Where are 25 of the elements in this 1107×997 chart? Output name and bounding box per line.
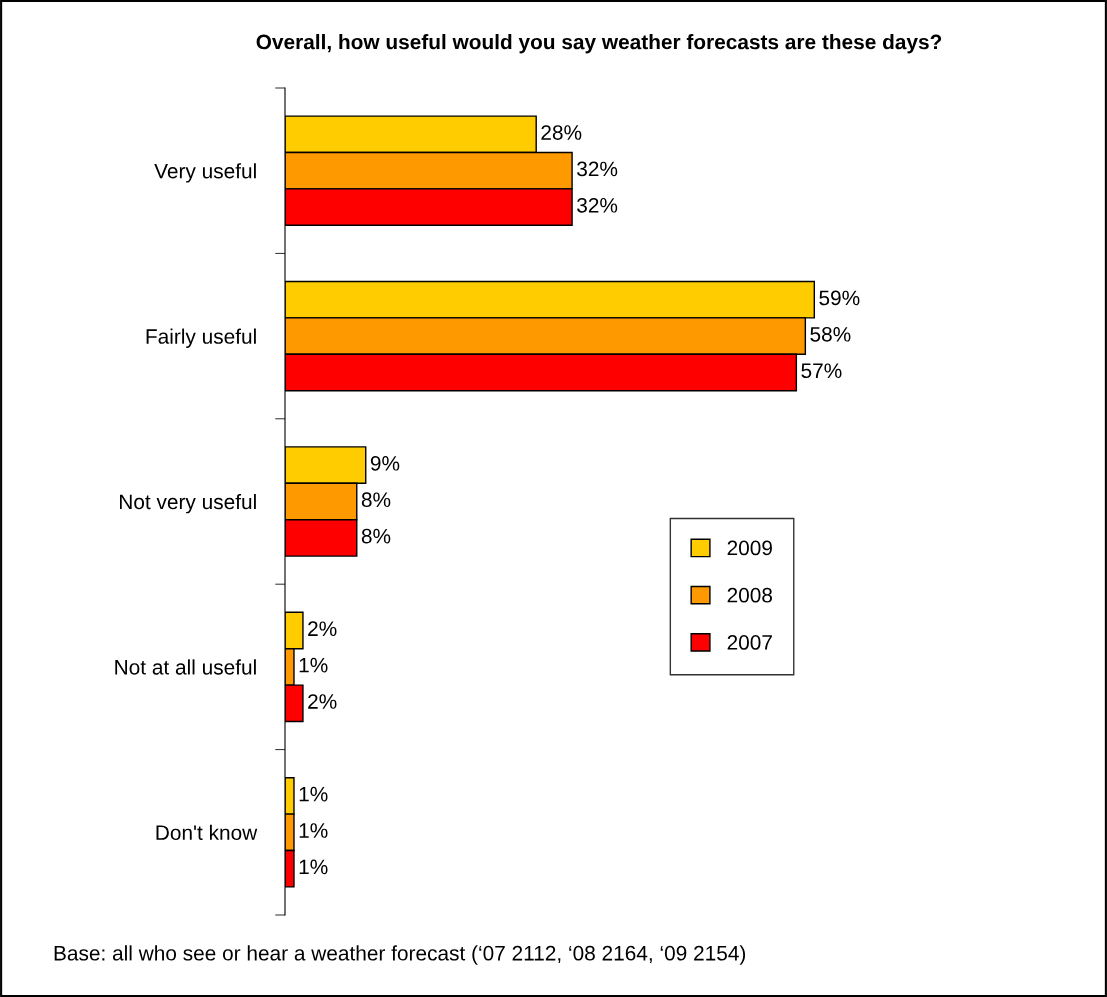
data-label: 1% bbox=[299, 786, 328, 802]
y-tick-label: Very useful bbox=[154, 163, 256, 183]
data-label: 32% bbox=[577, 161, 618, 177]
data-label: 2% bbox=[308, 621, 337, 637]
data-label: 8% bbox=[361, 492, 391, 508]
y-tick-label: Don't know bbox=[156, 824, 258, 841]
data-label: 1% bbox=[299, 657, 328, 673]
legend-label: 2009 bbox=[727, 540, 772, 556]
data-label: 57% bbox=[801, 363, 842, 379]
data-label: 1% bbox=[299, 823, 328, 838]
text: Base: all who see or hear a weather forecast (‘07 2112, ‘08 2164, ‘09 2154) bbox=[54, 945, 746, 965]
legend-label: 2007 bbox=[727, 635, 772, 650]
data-label: 59% bbox=[819, 290, 860, 306]
y-tick-label: Not at all useful bbox=[115, 659, 256, 675]
data-label: 8% bbox=[361, 528, 391, 544]
y-tick-label: Fairly useful bbox=[146, 328, 256, 348]
y-tick-label: Not very useful bbox=[119, 493, 256, 514]
data-label: 58% bbox=[810, 326, 851, 342]
data-label: 1% bbox=[299, 859, 328, 875]
data-label: 32% bbox=[577, 197, 618, 213]
data-label: 2% bbox=[308, 694, 337, 709]
data-label: 28% bbox=[541, 125, 582, 140]
data-label: 9% bbox=[370, 455, 400, 471]
chart-title: Overall, how useful would you say weather forecasts are these days? bbox=[256, 34, 942, 54]
legend-label: 2008 bbox=[727, 587, 773, 603]
